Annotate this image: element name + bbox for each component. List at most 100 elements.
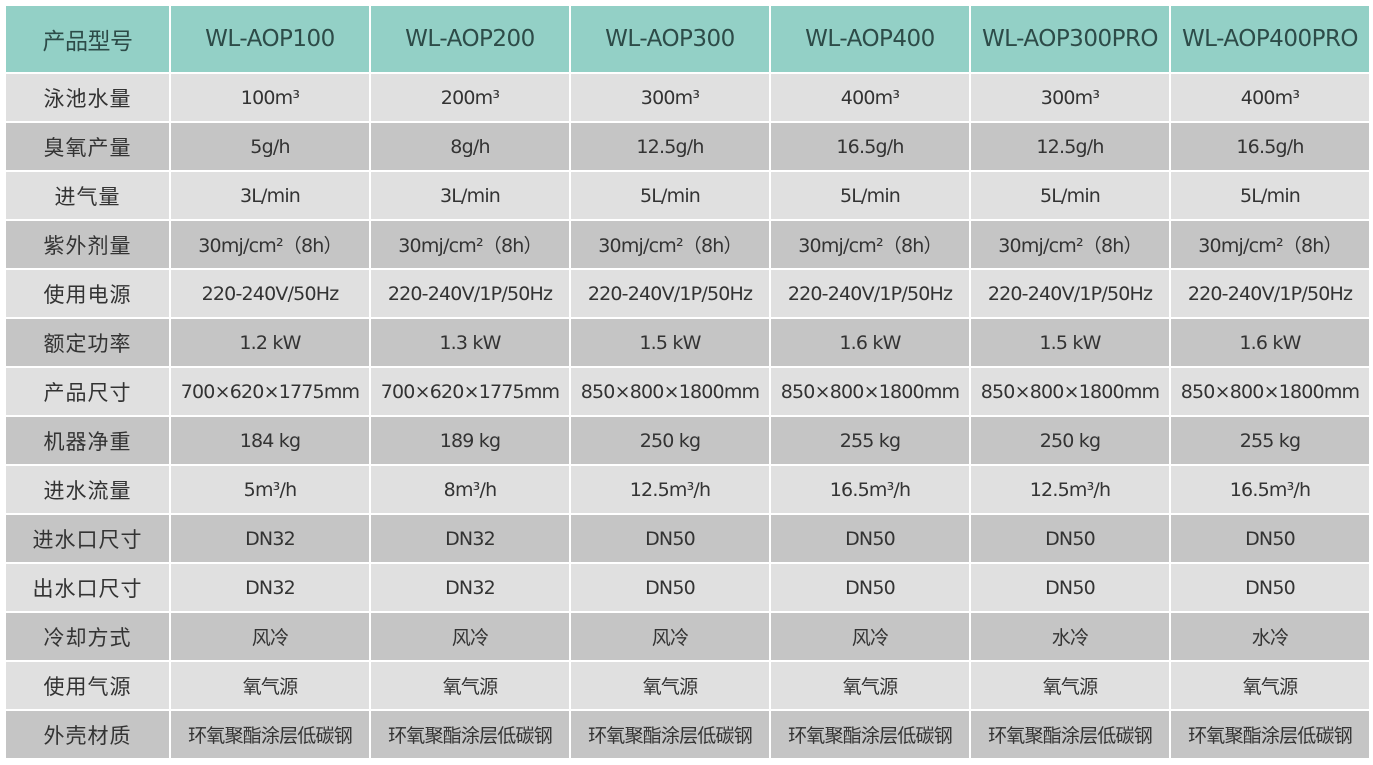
table-cell: 30mj/cm²（8h） <box>569 219 771 270</box>
row-label: 进气量 <box>4 170 171 221</box>
table-cell: DN50 <box>969 513 1171 564</box>
table-cell: 风冷 <box>769 611 971 662</box>
spec-table: 产品型号 WL-AOP100 WL-AOP200 WL-AOP300 WL-AOP40… <box>4 4 1371 760</box>
table-cell: 5L/min <box>969 170 1171 221</box>
table-cell: DN50 <box>1169 562 1371 613</box>
table-cell: 环氧聚酯涂层低碳钢 <box>369 709 571 760</box>
table-cell: 16.5g/h <box>1169 121 1371 172</box>
table-row: 进水口尺寸 DN32 DN32 DN50 DN50 DN50 DN50 <box>4 513 1371 564</box>
row-label: 紫外剂量 <box>4 219 171 270</box>
table-cell: 30mj/cm²（8h） <box>369 219 571 270</box>
table-cell: 水冷 <box>1169 611 1371 662</box>
table-cell: 250 kg <box>569 415 771 466</box>
table-row: 冷却方式 风冷 风冷 风冷 风冷 水冷 水冷 <box>4 611 1371 662</box>
row-label: 机器净重 <box>4 415 171 466</box>
table-row: 臭氧产量 5g/h 8g/h 12.5g/h 16.5g/h 12.5g/h 16.5g/h <box>4 121 1371 172</box>
table-cell: DN32 <box>169 562 371 613</box>
table-cell: 850×800×1800mm <box>569 366 771 417</box>
table-row: 产品尺寸 700×620×1775mm 700×620×1775mm 850×800×… <box>4 366 1371 417</box>
row-label: 使用电源 <box>4 268 171 319</box>
row-label: 外壳材质 <box>4 709 171 760</box>
table-cell: DN50 <box>1169 513 1371 564</box>
table-cell: 255 kg <box>769 415 971 466</box>
table-cell: DN32 <box>369 513 571 564</box>
table-cell: 3L/min <box>169 170 371 221</box>
table-cell: 220-240V/1P/50Hz <box>769 268 971 319</box>
table-cell: 12.5g/h <box>969 121 1171 172</box>
table-cell: 30mj/cm²（8h） <box>169 219 371 270</box>
table-cell: 16.5g/h <box>769 121 971 172</box>
table-cell: DN50 <box>769 513 971 564</box>
table-cell: DN50 <box>569 562 771 613</box>
table-row: 进水流量 5m³/h 8m³/h 12.5m³/h 16.5m³/h 12.5m³/h 16… <box>4 464 1371 515</box>
table-cell: 700×620×1775mm <box>169 366 371 417</box>
table-cell: 300m³ <box>969 72 1171 123</box>
table-cell: 风冷 <box>569 611 771 662</box>
table-cell: 30mj/cm²（8h） <box>969 219 1171 270</box>
table-cell: 氧气源 <box>169 660 371 711</box>
table-cell: 1.2 kW <box>169 317 371 368</box>
table-cell: DN50 <box>569 513 771 564</box>
table-cell: 环氧聚酯涂层低碳钢 <box>769 709 971 760</box>
table-cell: 8m³/h <box>369 464 571 515</box>
table-cell: 12.5g/h <box>569 121 771 172</box>
table-cell: 8g/h <box>369 121 571 172</box>
table-body: 泳池水量 100m³ 200m³ 300m³ 400m³ 300m³ 400m³ 臭氧产量 5g… <box>4 72 1371 760</box>
row-label: 产品尺寸 <box>4 366 171 417</box>
table-cell: 850×800×1800mm <box>769 366 971 417</box>
row-label: 进水口尺寸 <box>4 513 171 564</box>
table-cell: 3L/min <box>369 170 571 221</box>
table-cell: 100m³ <box>169 72 371 123</box>
table-cell: 环氧聚酯涂层低碳钢 <box>969 709 1171 760</box>
table-row: 进气量 3L/min 3L/min 5L/min 5L/min 5L/min 5L/min <box>4 170 1371 221</box>
row-label: 额定功率 <box>4 317 171 368</box>
table-row: 外壳材质 环氧聚酯涂层低碳钢 环氧聚酯涂层低碳钢 环氧聚酯涂层低碳钢 环氧聚酯涂层低碳钢… <box>4 709 1371 760</box>
table-row: 使用电源 220-240V/50Hz 220-240V/1P/50Hz 220-240… <box>4 268 1371 319</box>
table-cell: 氧气源 <box>769 660 971 711</box>
table-cell: 189 kg <box>369 415 571 466</box>
table-cell: 220-240V/1P/50Hz <box>569 268 771 319</box>
table-row: 泳池水量 100m³ 200m³ 300m³ 400m³ 300m³ 400m³ <box>4 72 1371 123</box>
model-header: WL-AOP300PRO <box>969 4 1171 74</box>
table-row: 紫外剂量 30mj/cm²（8h） 30mj/cm²（8h） 30mj/cm²（8h）… <box>4 219 1371 270</box>
table-cell: 12.5m³/h <box>569 464 771 515</box>
table-cell: 氧气源 <box>369 660 571 711</box>
table-cell: 30mj/cm²（8h） <box>769 219 971 270</box>
table-cell: 200m³ <box>369 72 571 123</box>
table-cell: 400m³ <box>1169 72 1371 123</box>
table-cell: 风冷 <box>369 611 571 662</box>
model-header: WL-AOP100 <box>169 4 371 74</box>
table-cell: 氧气源 <box>1169 660 1371 711</box>
table-cell: 5L/min <box>769 170 971 221</box>
table-cell: DN50 <box>769 562 971 613</box>
table-cell: 环氧聚酯涂层低碳钢 <box>569 709 771 760</box>
row-label: 冷却方式 <box>4 611 171 662</box>
table-cell: 255 kg <box>1169 415 1371 466</box>
table-row: 额定功率 1.2 kW 1.3 kW 1.5 kW 1.6 kW 1.5 kW 1.6 kW <box>4 317 1371 368</box>
table-cell: 12.5m³/h <box>969 464 1171 515</box>
table-cell: 1.5 kW <box>569 317 771 368</box>
table-cell: 850×800×1800mm <box>1169 366 1371 417</box>
table-cell: 16.5m³/h <box>1169 464 1371 515</box>
table-cell: DN32 <box>369 562 571 613</box>
model-header: WL-AOP300 <box>569 4 771 74</box>
row-label: 进水流量 <box>4 464 171 515</box>
table-cell: 风冷 <box>169 611 371 662</box>
table-cell: 400m³ <box>769 72 971 123</box>
table-cell: 220-240V/1P/50Hz <box>1169 268 1371 319</box>
table-row: 出水口尺寸 DN32 DN32 DN50 DN50 DN50 DN50 <box>4 562 1371 613</box>
table-cell: 1.6 kW <box>769 317 971 368</box>
table-cell: 1.6 kW <box>1169 317 1371 368</box>
row-label: 泳池水量 <box>4 72 171 123</box>
table-cell: 水冷 <box>969 611 1171 662</box>
table-cell: 5L/min <box>1169 170 1371 221</box>
table-cell: 220-240V/50Hz <box>169 268 371 319</box>
table-cell: 1.5 kW <box>969 317 1171 368</box>
table-cell: 250 kg <box>969 415 1171 466</box>
table-cell: 700×620×1775mm <box>369 366 571 417</box>
table-cell: 5g/h <box>169 121 371 172</box>
table-cell: 5m³/h <box>169 464 371 515</box>
table-row: 机器净重 184 kg 189 kg 250 kg 255 kg 250 kg 255 kg <box>4 415 1371 466</box>
table-cell: 氧气源 <box>569 660 771 711</box>
table-cell: 1.3 kW <box>369 317 571 368</box>
